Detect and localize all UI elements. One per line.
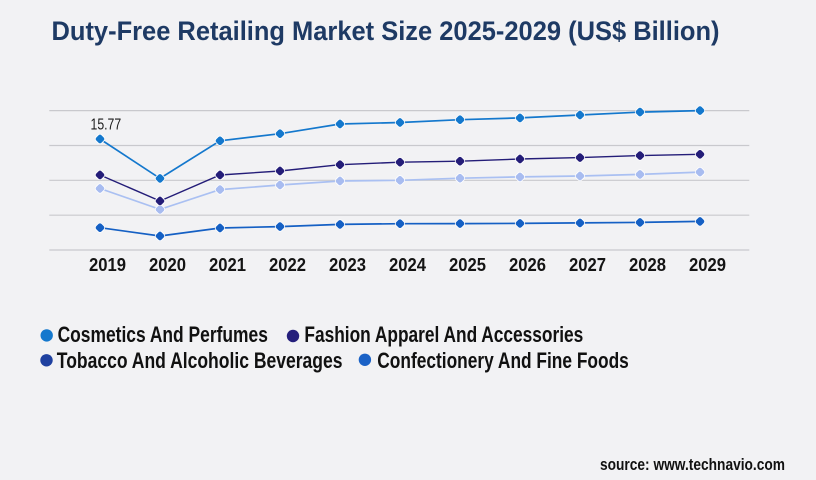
svg-text:2020: 2020: [149, 255, 186, 275]
svg-text:source: www.technavio.com: source: www.technavio.com: [600, 456, 785, 474]
svg-text:2026: 2026: [509, 255, 546, 275]
svg-text:Tobacco And Alcoholic Beverage: Tobacco And Alcoholic Beverages: [57, 348, 343, 373]
svg-text:2029: 2029: [689, 255, 726, 275]
svg-text:Confectionery And Fine Foods: Confectionery And Fine Foods: [377, 348, 629, 373]
svg-text:15.77: 15.77: [91, 116, 122, 133]
svg-text:2021: 2021: [209, 255, 246, 275]
svg-text:Cosmetics And Perfumes: Cosmetics And Perfumes: [58, 322, 268, 347]
svg-text:2027: 2027: [569, 255, 606, 275]
svg-text:2022: 2022: [269, 255, 306, 275]
svg-text:2019: 2019: [89, 255, 126, 275]
svg-text:Fashion Apparel And Accessorie: Fashion Apparel And Accessories: [304, 322, 583, 347]
svg-text:2028: 2028: [629, 255, 666, 275]
svg-text:Duty-Free Retailing Market Siz: Duty-Free Retailing Market Size 2025-202…: [52, 15, 720, 46]
svg-text:2023: 2023: [329, 255, 366, 275]
svg-text:2024: 2024: [389, 255, 426, 275]
svg-text:2025: 2025: [449, 255, 486, 275]
